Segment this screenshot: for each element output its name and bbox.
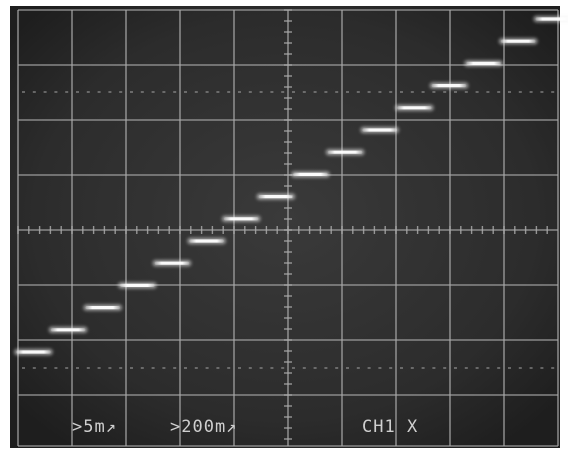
staircase-step xyxy=(120,283,155,287)
ch1-scale-readout: >5m↗ xyxy=(72,417,117,437)
staircase-step xyxy=(223,217,259,221)
screen-background xyxy=(10,6,560,448)
staircase-step xyxy=(535,17,568,21)
staircase-step xyxy=(327,150,363,154)
staircase-step xyxy=(397,106,432,110)
staircase-step xyxy=(189,239,224,243)
staircase-step xyxy=(466,61,501,65)
staircase-trace xyxy=(14,15,568,356)
staircase-step xyxy=(431,84,467,88)
staircase-step xyxy=(85,306,121,310)
staircase-step xyxy=(362,128,398,132)
staircase-step xyxy=(500,39,536,43)
staircase-step xyxy=(258,195,294,199)
staircase-step xyxy=(293,172,328,176)
graticule xyxy=(17,9,559,447)
staircase-step xyxy=(154,261,190,265)
mode-readout: CH1 X xyxy=(362,417,418,437)
staircase-step xyxy=(50,328,86,332)
staircase-step xyxy=(16,350,51,354)
timebase-readout: >200m↗ xyxy=(170,417,237,437)
